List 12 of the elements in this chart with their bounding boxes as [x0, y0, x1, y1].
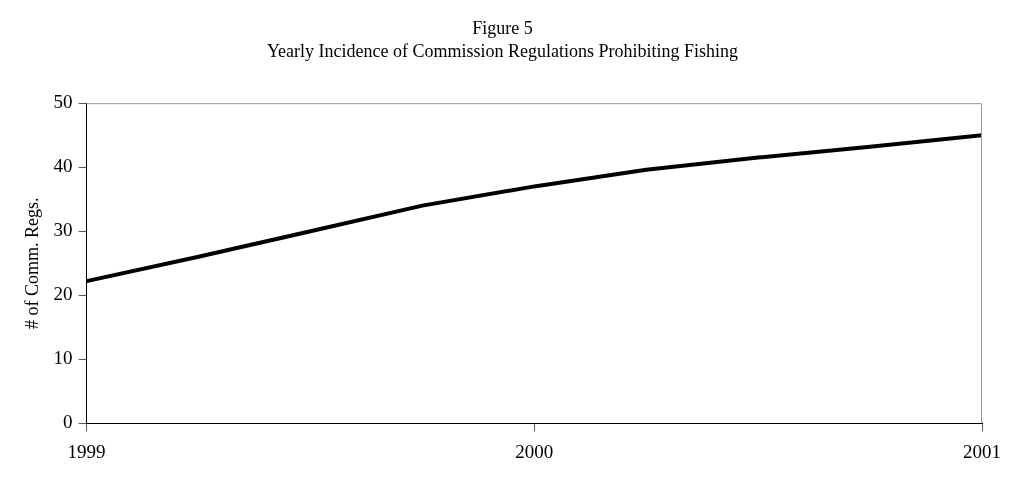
x-tick-label: 2000 [515, 440, 554, 462]
y-tick-label: 30 [53, 219, 73, 241]
y-tick-label: 10 [53, 347, 73, 369]
x-tick-label: 2001 [963, 440, 1001, 462]
y-axis-title: # of Comm. Regs. [21, 197, 42, 329]
y-tick-label: 40 [53, 155, 73, 177]
y-tick-label: 0 [63, 411, 73, 433]
chart-title: Figure 5 [472, 17, 533, 38]
chart-subtitle: Yearly Incidence of Commission Regulations Prohibiting Fishing [266, 41, 739, 62]
y-tick-label: 20 [53, 283, 73, 305]
y-tick-label: 50 [53, 91, 73, 113]
x-tick-label: 1999 [67, 440, 106, 462]
